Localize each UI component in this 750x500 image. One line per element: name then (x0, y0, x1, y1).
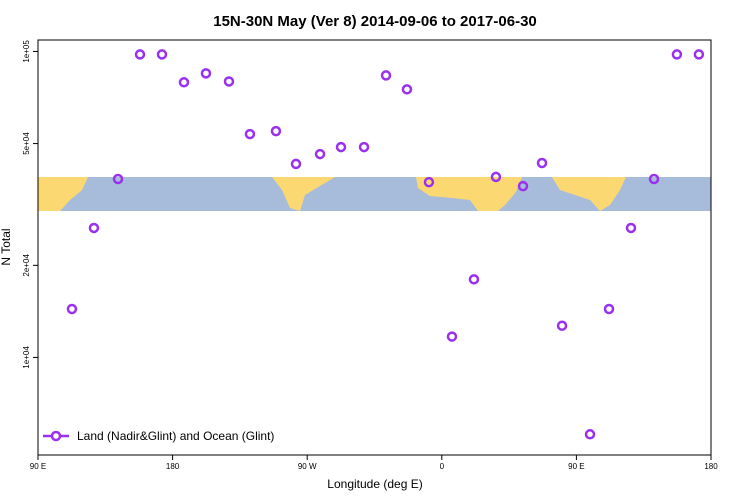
x-tick-label: 180 (166, 462, 180, 471)
point (648, 173, 660, 185)
point (556, 320, 568, 331)
point (423, 176, 435, 188)
legend-marker (50, 430, 62, 442)
point (517, 180, 529, 192)
point (536, 157, 548, 169)
point (112, 173, 124, 185)
point (88, 222, 100, 234)
x-tick-label: 90 E (30, 462, 46, 471)
point (290, 158, 302, 170)
legend-label: Land (Nadir&Glint) and Ocean (Glint) (77, 429, 274, 443)
x-tick-label: 90 E (568, 462, 584, 471)
y-tick-label: 2e+04 (22, 254, 31, 277)
point (584, 429, 596, 440)
point (156, 49, 168, 60)
point (380, 70, 392, 81)
map-band (38, 177, 711, 211)
point (693, 49, 705, 60)
point (468, 274, 480, 285)
x-tick-label: 0 (440, 462, 445, 471)
plot-frame (37, 39, 712, 456)
y-tick-label: 1e+04 (22, 346, 31, 369)
x-tick-label: 180 (704, 462, 718, 471)
x-axis-label: Longitude (deg E) (327, 477, 422, 491)
point (314, 148, 326, 160)
point (401, 84, 413, 95)
point (446, 331, 458, 342)
point (603, 303, 615, 315)
point (244, 128, 256, 140)
point (66, 303, 78, 315)
point (335, 141, 347, 153)
point (178, 77, 190, 88)
point (134, 49, 146, 60)
y-axis-label: N Total (0, 228, 13, 265)
point (358, 141, 370, 153)
y-tick-label: 5e+04 (22, 132, 31, 155)
point (671, 49, 683, 60)
point (223, 76, 235, 87)
chart-title: 15N-30N May (Ver 8) 2014-09-06 to 2017-0… (213, 13, 537, 30)
y-tick-label: 1e+05 (22, 40, 31, 63)
point (490, 171, 502, 183)
point (270, 125, 282, 137)
point (200, 68, 212, 79)
point (625, 222, 637, 234)
x-tick-label: 90 W (298, 462, 317, 471)
